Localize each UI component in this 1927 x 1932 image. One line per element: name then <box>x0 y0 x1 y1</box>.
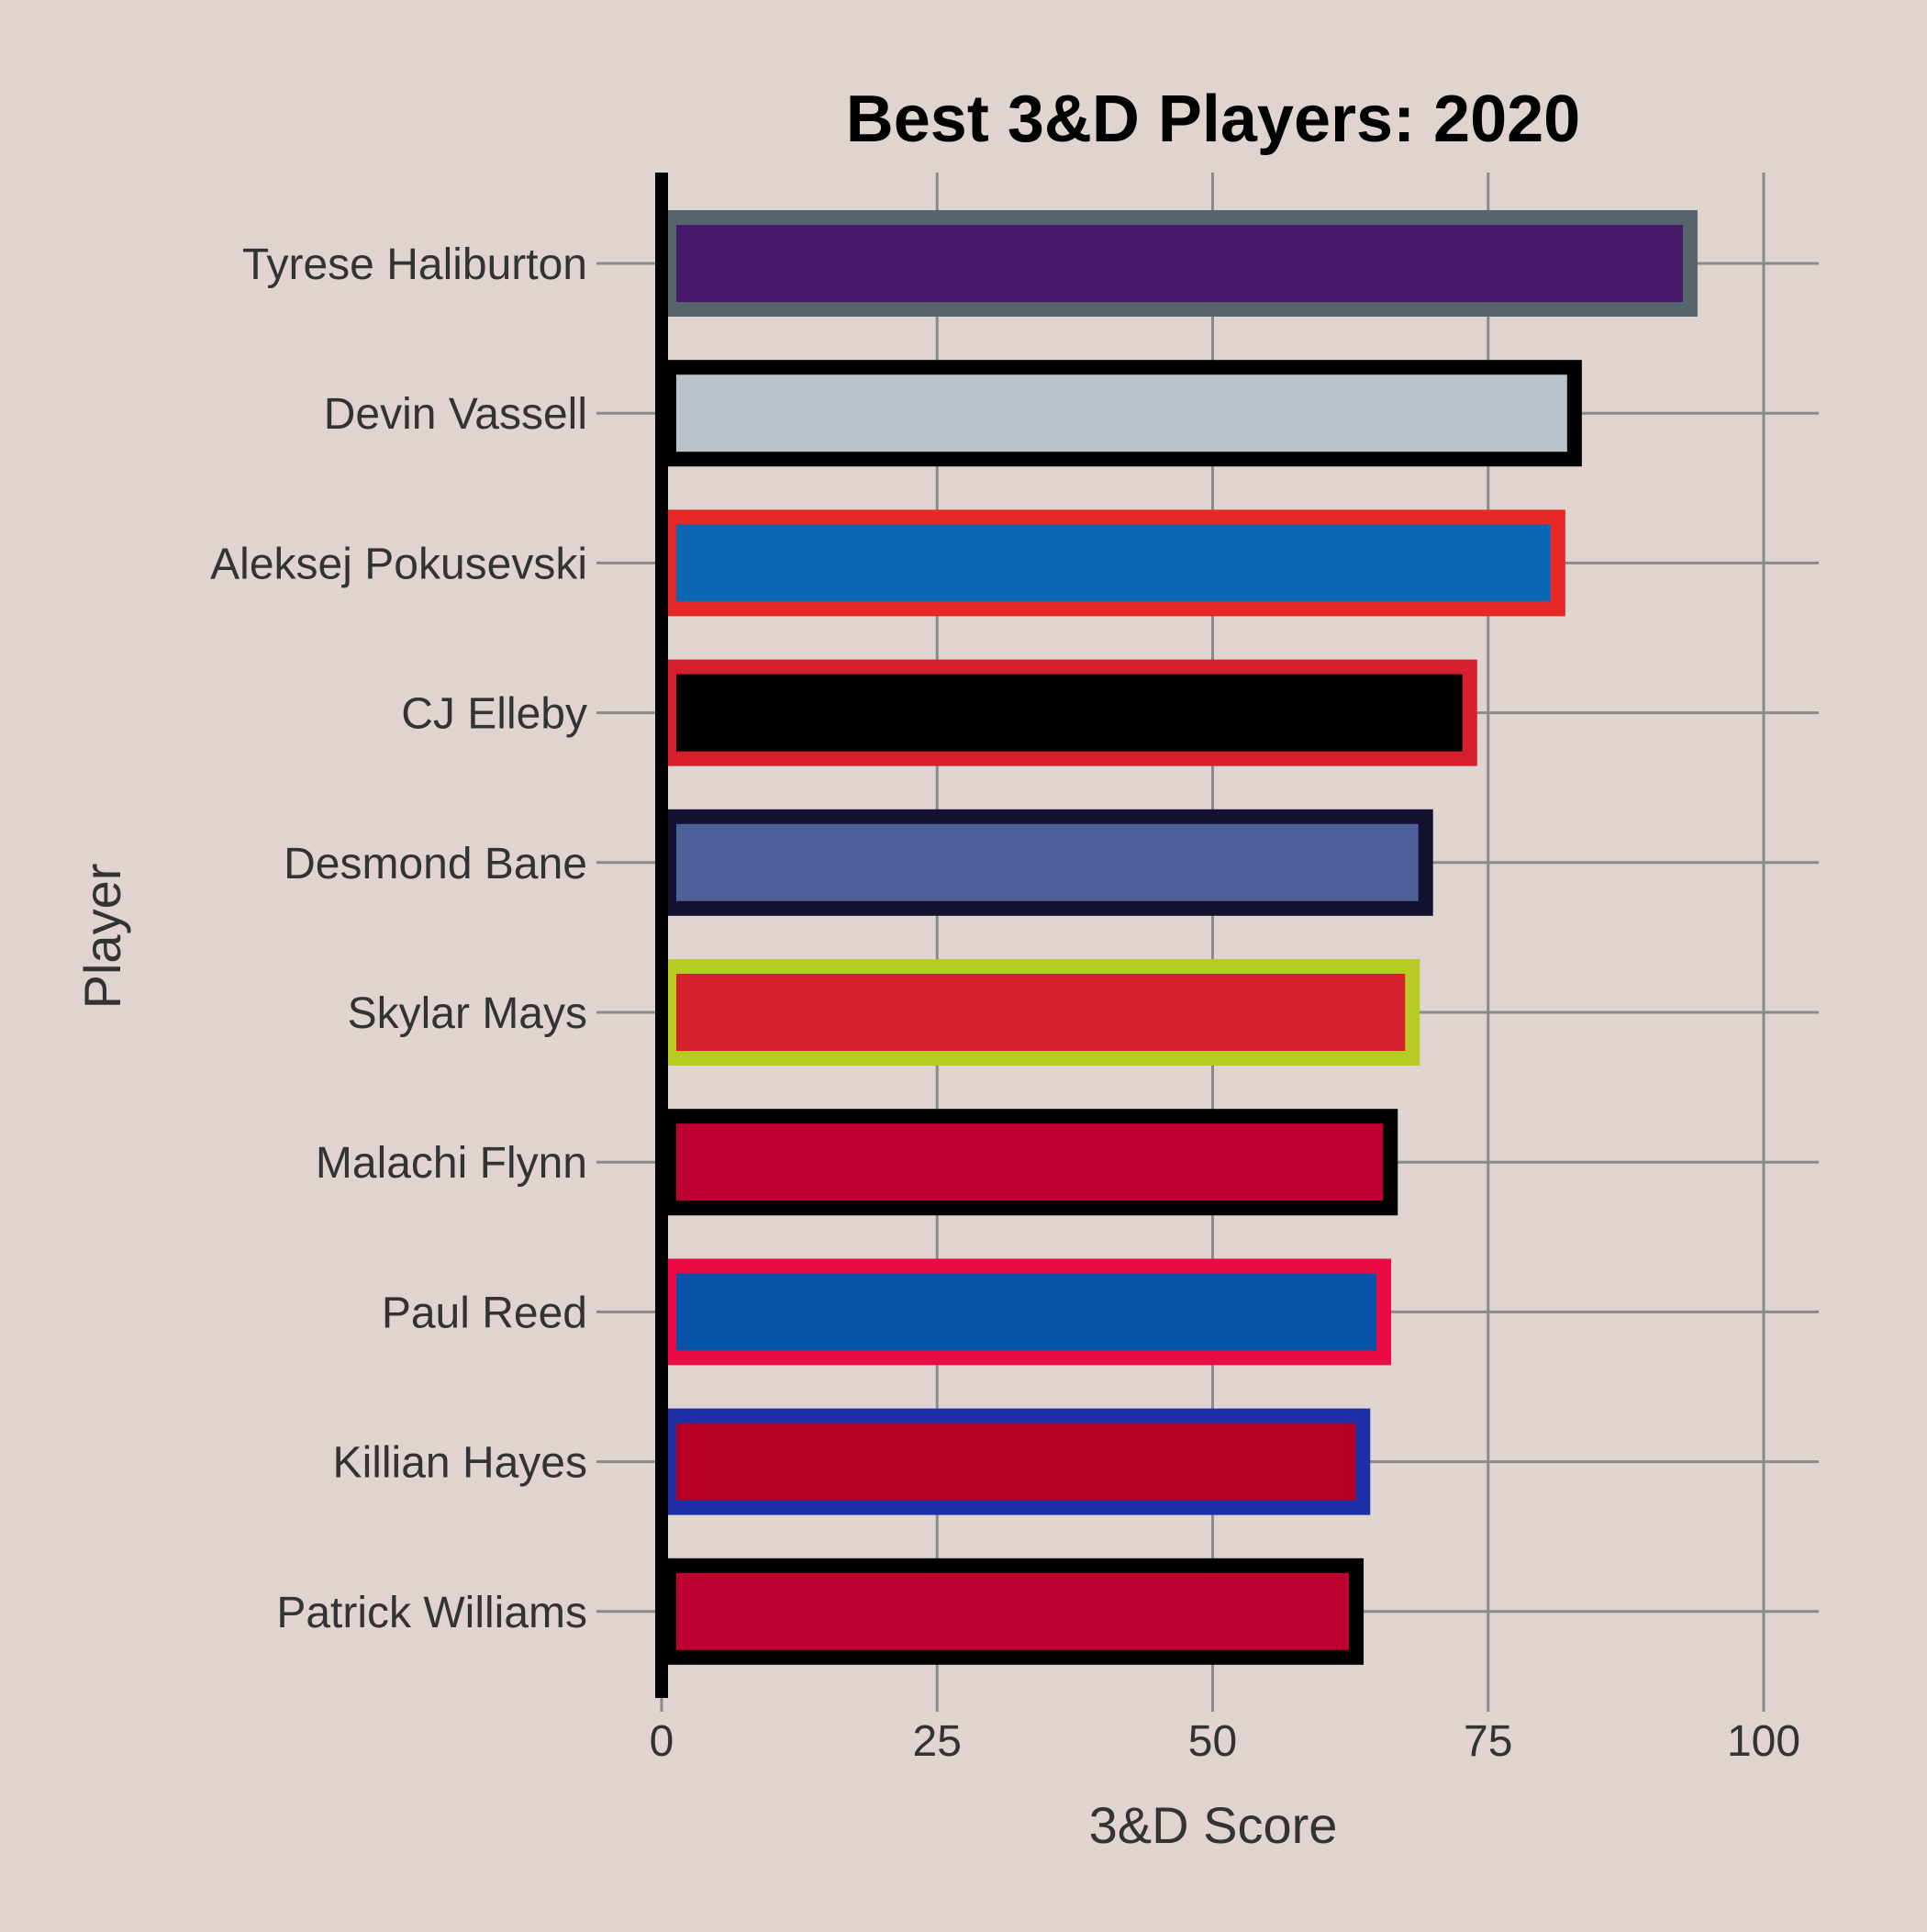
bars <box>662 210 1698 1665</box>
bar-tyrese-haliburton <box>662 210 1698 317</box>
y-tick-label-paul-reed: Paul Reed <box>382 1289 587 1337</box>
x-tick-label-100: 100 <box>1727 1717 1800 1766</box>
bar-cj-elleby <box>662 659 1477 766</box>
bar-desmond-bane <box>662 809 1433 916</box>
chart-title: Best 3&D Players: 2020 <box>846 83 1580 156</box>
y-tick-label-aleksej-pokusevski: Aleksej Pokusevski <box>210 540 587 588</box>
bar-killian-hayes <box>662 1408 1371 1515</box>
y-tick-label-killian-hayes: Killian Hayes <box>333 1439 587 1488</box>
y-tick-label-patrick-williams: Patrick Williams <box>276 1589 587 1637</box>
y-tick-label-devin-vassell: Devin Vassell <box>324 390 587 439</box>
bar-aleksej-pokusevski <box>662 509 1565 617</box>
x-tick-label-50: 50 <box>1188 1717 1237 1766</box>
bar-patrick-williams <box>662 1558 1364 1665</box>
x-tick-label-0: 0 <box>650 1717 674 1766</box>
x-tick-labels: 0 25 50 75 100 <box>650 1717 1800 1766</box>
bar-devin-vassell <box>662 360 1582 467</box>
bar-skylar-mays <box>662 959 1420 1066</box>
y-tick-label-desmond-bane: Desmond Bane <box>284 840 587 888</box>
y-tick-labels: Tyrese Haliburton Devin Vassell Aleksej Po… <box>210 240 587 1637</box>
y-tick-label-skylar-mays: Skylar Mays <box>348 989 587 1038</box>
y-tick-label-malachi-flynn: Malachi Flynn <box>316 1139 587 1188</box>
bar-paul-reed <box>662 1258 1392 1366</box>
y-axis-title: Player <box>73 864 131 1010</box>
bar-malachi-flynn <box>662 1109 1398 1216</box>
x-axis-title: 3&D Score <box>1089 1796 1338 1854</box>
y-tick-label-tyrese-haliburton: Tyrese Haliburton <box>242 240 587 289</box>
y-tick-label-cj-elleby: CJ Elleby <box>401 690 587 739</box>
x-tick-label-75: 75 <box>1464 1717 1512 1766</box>
x-tick-label-25: 25 <box>913 1717 962 1766</box>
